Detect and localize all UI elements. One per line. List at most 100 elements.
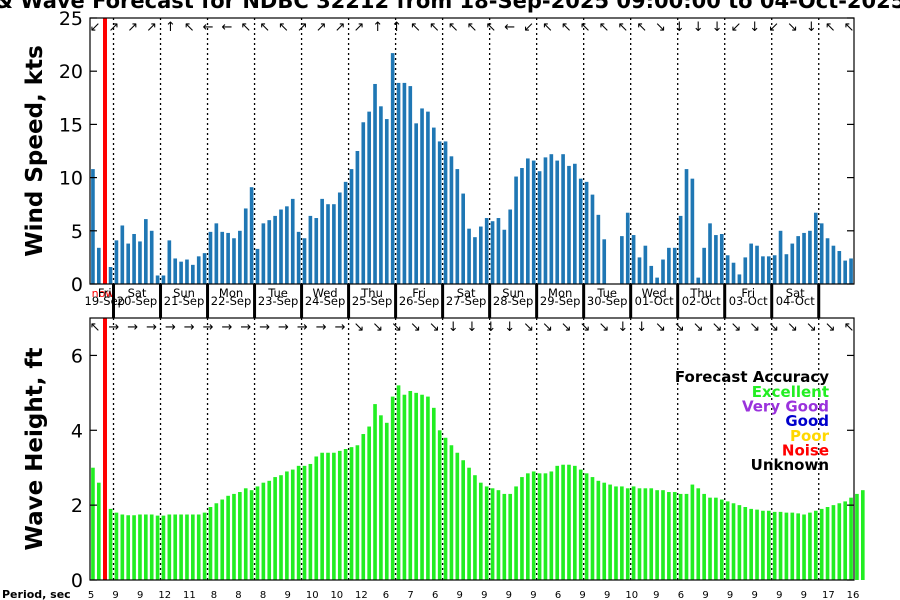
direction-arrow: ↖: [278, 20, 289, 35]
wind-speed-bar: [296, 231, 301, 284]
wind-speed-bar: [643, 245, 648, 284]
wave-height-bar: [461, 460, 465, 580]
day-divider: [582, 284, 586, 318]
wave-height-bar: [443, 437, 448, 580]
direction-arrow: ↙: [523, 20, 534, 35]
wind-speed-bar: [714, 235, 718, 284]
date-label: 25-Sep: [352, 294, 392, 308]
wave-height-bar: [179, 514, 183, 580]
wave-height-bar: [337, 450, 342, 580]
wind-speed-bar: [155, 275, 160, 284]
direction-arrow: ↓: [448, 320, 459, 335]
wave-height-bar: [561, 464, 565, 580]
wind-speed-bar: [731, 262, 736, 284]
wind-speed-bar: [232, 238, 236, 284]
wave-height-bar: [167, 514, 172, 580]
direction-arrow: ↖: [259, 20, 270, 35]
y-tick-label: 25: [59, 8, 83, 30]
y-tick-label: 2: [71, 495, 83, 517]
date-label: 28-Sep: [493, 294, 533, 308]
direction-arrow: →: [278, 320, 289, 335]
period-value: 6: [678, 590, 684, 600]
direction-arrow: ↗: [353, 20, 364, 35]
wave-height-bar: [185, 514, 189, 580]
day-divider: [300, 284, 304, 318]
wind-speed-bar: [490, 221, 495, 284]
wind-speed-bar: [132, 233, 136, 284]
wind-speed-bar: [443, 141, 448, 284]
wind-speed-bar: [308, 215, 313, 284]
wave-height-bar: [220, 499, 225, 580]
wind-speed-bar: [567, 165, 571, 284]
wind-speed-bar: [796, 236, 800, 284]
wind-speed-bar: [261, 223, 266, 284]
wind-speed-bar: [590, 194, 595, 284]
wind-speed-bar: [784, 254, 789, 284]
date-label: 30-Sep: [587, 294, 627, 308]
day-divider: [817, 284, 821, 318]
wave-height-bar: [573, 465, 577, 580]
direction-arrow: ↗: [146, 20, 157, 35]
date-label: 23-Sep: [258, 294, 298, 308]
direction-arrow: ←: [221, 20, 232, 35]
date-label: 27-Sep: [446, 294, 486, 308]
wave-height-bar: [614, 486, 618, 580]
wind-speed-bar: [661, 259, 665, 284]
wave-height-bar: [514, 486, 518, 580]
period-value: 8: [211, 590, 217, 600]
date-label: 26-Sep: [399, 294, 439, 308]
wind-speed-bar: [173, 258, 178, 284]
wave-height-bar: [655, 490, 659, 580]
day-name-label: Wed: [642, 286, 667, 300]
direction-arrow: ↘: [429, 320, 440, 335]
wave-height-bar: [543, 473, 548, 580]
wind-speed-bar: [543, 157, 548, 284]
wave-height-bar: [526, 473, 530, 580]
wave-height-bar: [590, 477, 595, 580]
wave-height-bar: [408, 390, 413, 580]
wind-speed-bar: [285, 206, 289, 284]
wind-speed-bar: [396, 82, 401, 285]
direction-arrow: →: [108, 320, 119, 335]
period-value: 16: [847, 590, 860, 600]
wave-height-bar: [302, 465, 307, 580]
wind-speed-bar: [678, 215, 683, 284]
wave-height-bar: [161, 515, 166, 580]
wind-speed-bar: [719, 233, 724, 284]
wave-height-bar: [255, 486, 260, 580]
direction-arrow: ↘: [712, 320, 723, 335]
wind-speed-bar: [631, 235, 636, 284]
day-name-label: Fri: [412, 286, 426, 300]
wave-height-bar: [725, 501, 730, 580]
date-label: 03-Oct: [729, 294, 768, 308]
wave-height-bar: [596, 480, 601, 580]
wind-speed-bar: [290, 198, 295, 284]
wave-height-bar: [778, 511, 783, 580]
direction-arrow: ↘: [730, 320, 741, 335]
wave-height-bar: [478, 482, 483, 580]
direction-arrow: ↓: [749, 20, 760, 35]
period-value: 9: [801, 590, 807, 600]
date-label: 04-Oct: [776, 294, 815, 308]
wind-speed-bar: [508, 209, 513, 284]
wave-height-bar: [426, 396, 430, 580]
direction-arrow: ↖: [90, 320, 101, 335]
wave-height-bar: [402, 394, 407, 580]
direction-arrow: ↗: [297, 20, 308, 35]
direction-arrow: →: [240, 320, 251, 335]
wind-speed-bar: [737, 274, 742, 284]
wind-speed-bar: [249, 187, 254, 284]
wave-height-bar: [661, 490, 665, 580]
direction-arrow: ↖: [561, 20, 572, 35]
wind-speed-bar: [473, 237, 477, 284]
direction-arrow: ↖: [580, 20, 591, 35]
wind-speed-bar: [649, 265, 654, 284]
wind-speed-bar: [578, 178, 583, 284]
wind-speed-bar: [584, 181, 589, 284]
direction-arrow: ↙: [90, 20, 101, 35]
wind-speed-bar: [555, 160, 560, 284]
day-name-label: Fri: [98, 286, 112, 300]
day-divider: [535, 284, 539, 318]
wave-height-bar: [537, 473, 542, 580]
direction-arrow: ↖: [617, 20, 628, 35]
